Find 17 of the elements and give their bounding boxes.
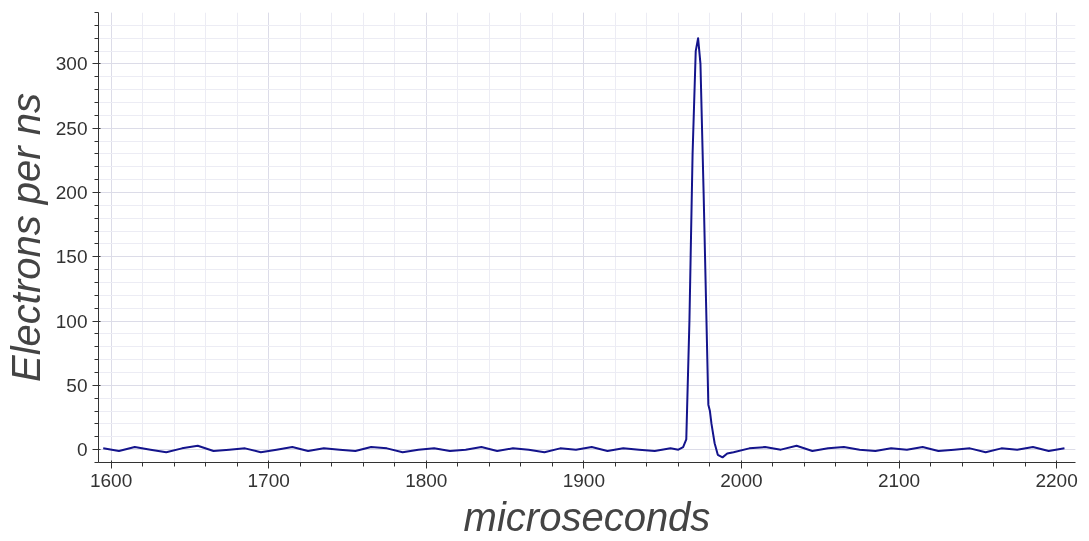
y-tick-label: 300	[55, 53, 88, 75]
x-tick-label: 1700	[247, 469, 290, 491]
y-tick-label: 250	[55, 117, 88, 139]
x-tick-label: 1600	[89, 469, 133, 491]
x-tick-label: 1800	[405, 469, 448, 491]
y-tick-label: 50	[66, 374, 88, 396]
y-axis-title: Electrons per ns	[3, 92, 48, 383]
y-tick-label: 200	[55, 182, 88, 203]
y-tick-label: 150	[55, 246, 88, 268]
x-tick-label: 2100	[877, 469, 921, 491]
line-series	[102, 37, 1066, 459]
x-tick-label: 2200	[1035, 469, 1078, 491]
x-tick-label: 1900	[562, 469, 605, 491]
x-axis-title: microseconds	[463, 494, 711, 539]
x-tick-label: 2000	[720, 469, 763, 491]
y-tick-label: 100	[55, 310, 88, 332]
y-tick-label: 0	[76, 439, 88, 461]
